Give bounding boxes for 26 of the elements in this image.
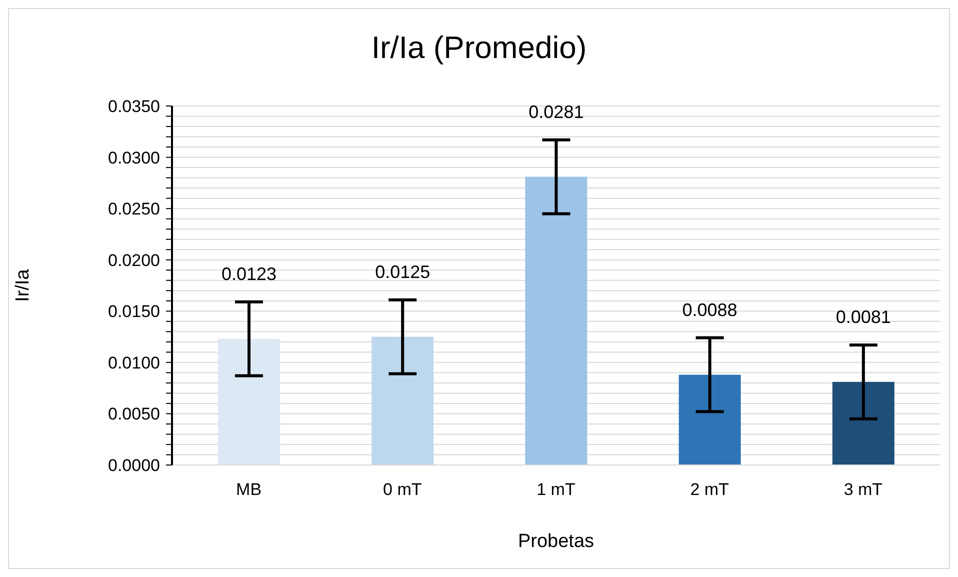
y-tick-label: 0.0000 [108, 456, 160, 475]
data-label: 0.0123 [221, 264, 277, 284]
bar [218, 338, 280, 465]
bar [832, 382, 894, 465]
data-label: 0.0281 [528, 102, 584, 122]
x-tick-label: MB [236, 480, 262, 499]
y-axis-title: Ir/Ia [12, 268, 34, 302]
x-tick-label: 2 mT [690, 480, 729, 499]
x-axis-title: Probetas [518, 531, 594, 552]
x-tick-label: 1 mT [536, 480, 576, 499]
y-tick-label: 0.0200 [108, 250, 160, 270]
x-tick-label: 0 mT [383, 480, 422, 499]
y-tick-label: 0.0100 [108, 353, 160, 372]
bar [525, 176, 588, 465]
y-tick-label: 0.0250 [108, 200, 160, 219]
bar [372, 336, 434, 465]
x-tick-label: 3 mT [844, 480, 883, 499]
data-label: 0.0088 [682, 300, 738, 320]
y-tick-label: 0.0350 [108, 97, 160, 116]
bar [678, 374, 741, 465]
y-tick-label: 0.0300 [108, 148, 160, 168]
y-tick-label: 0.0050 [108, 404, 160, 424]
chart-title: Ir/Ia (Promedio) [370, 30, 588, 66]
data-label: 0.0081 [836, 306, 891, 327]
data-label: 0.0125 [375, 262, 430, 282]
y-tick-label: 0.0150 [108, 302, 160, 322]
